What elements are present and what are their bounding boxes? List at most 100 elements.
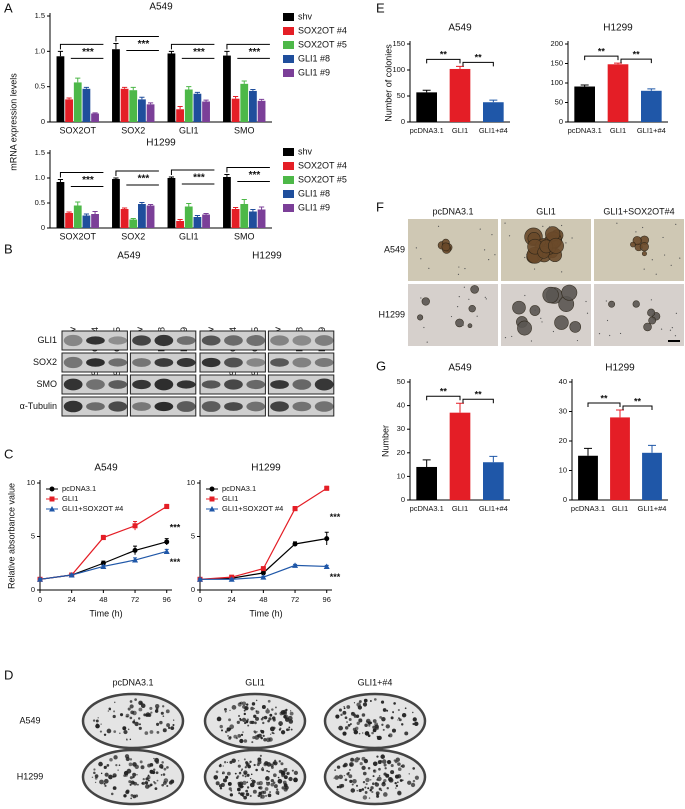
colony — [246, 773, 250, 777]
colony — [252, 736, 256, 740]
bar — [120, 209, 129, 228]
colony — [272, 761, 276, 765]
error-bar — [113, 177, 119, 179]
colony — [364, 731, 370, 736]
colony — [216, 716, 222, 722]
colony — [132, 720, 136, 724]
colony — [338, 725, 344, 731]
significance-bracket — [115, 170, 159, 176]
colony — [343, 762, 348, 767]
y-tick-label: 0 — [191, 585, 195, 594]
protein-label: SOX2 — [33, 357, 57, 367]
chart-title: H1299 — [251, 463, 281, 474]
colony — [346, 721, 348, 723]
debris — [652, 310, 654, 312]
colony — [263, 737, 267, 742]
colony — [335, 714, 340, 719]
colony — [229, 709, 231, 712]
colony — [245, 720, 249, 723]
colony — [257, 733, 262, 738]
colony — [246, 781, 249, 784]
colony — [167, 726, 171, 730]
colony — [150, 771, 153, 774]
significance-bracket — [620, 58, 652, 64]
error-bar — [130, 86, 136, 91]
legend-label: shv — [298, 11, 313, 21]
error-bar — [250, 88, 256, 91]
bar — [257, 100, 266, 122]
colony — [118, 764, 121, 767]
blot-band — [246, 358, 266, 367]
colony — [398, 717, 400, 720]
colony — [283, 783, 288, 787]
colony — [408, 773, 410, 775]
colony — [154, 703, 160, 709]
colony — [383, 778, 387, 783]
colony — [144, 781, 149, 785]
error-bar — [113, 43, 119, 50]
colony — [255, 699, 258, 702]
sphere — [512, 300, 526, 315]
data-point — [324, 485, 330, 491]
data-point — [132, 547, 138, 553]
colony — [349, 723, 352, 725]
sphere — [647, 308, 656, 317]
error-bar — [66, 211, 72, 213]
colony — [249, 777, 252, 780]
blot-band — [224, 379, 243, 390]
colony — [357, 757, 361, 761]
significance-bracket — [426, 58, 461, 64]
column-label: pcDNA3.1 — [112, 677, 153, 687]
colony — [265, 709, 270, 714]
lane-label: SOX2OT #5 — [112, 327, 122, 376]
colony — [162, 773, 166, 776]
colony — [364, 723, 368, 727]
y-tick-label: 1.0 — [35, 46, 45, 55]
colony — [113, 755, 118, 760]
debris — [561, 271, 563, 273]
bar — [202, 101, 210, 122]
colony — [400, 765, 403, 768]
colony — [251, 779, 253, 782]
colony — [251, 702, 256, 706]
significance-label: ** — [475, 53, 483, 63]
colony — [108, 774, 113, 780]
y-tick-label: 1.0 — [35, 173, 45, 182]
significance-label: *** — [138, 174, 150, 185]
debris — [675, 223, 677, 225]
colony — [390, 716, 394, 720]
blot-band — [314, 358, 334, 367]
error-bar — [580, 84, 589, 87]
bar — [73, 205, 82, 228]
colony — [364, 791, 368, 794]
colony — [268, 770, 270, 773]
colony — [256, 781, 261, 786]
debris — [675, 312, 677, 314]
colony — [259, 754, 262, 757]
bar — [202, 214, 210, 228]
colony — [283, 787, 288, 792]
colony — [254, 731, 257, 734]
colony — [237, 760, 240, 762]
legend-label: pcDNA3.1 — [62, 484, 96, 493]
colony — [262, 734, 265, 738]
debris — [426, 341, 428, 343]
colony — [142, 777, 145, 781]
colony — [240, 733, 244, 736]
colony — [123, 730, 128, 735]
colony — [126, 715, 129, 718]
colony — [261, 768, 265, 772]
error-bar — [489, 99, 498, 103]
colony — [287, 728, 291, 731]
data-point — [323, 563, 330, 569]
colony — [401, 723, 404, 726]
colony — [132, 710, 137, 716]
bar — [91, 113, 99, 122]
error-bar — [177, 105, 183, 110]
colony — [134, 698, 137, 701]
colony — [244, 706, 248, 710]
colony — [172, 723, 175, 727]
significance-label: *** — [193, 173, 205, 184]
colony — [161, 761, 164, 764]
colony — [243, 770, 248, 775]
